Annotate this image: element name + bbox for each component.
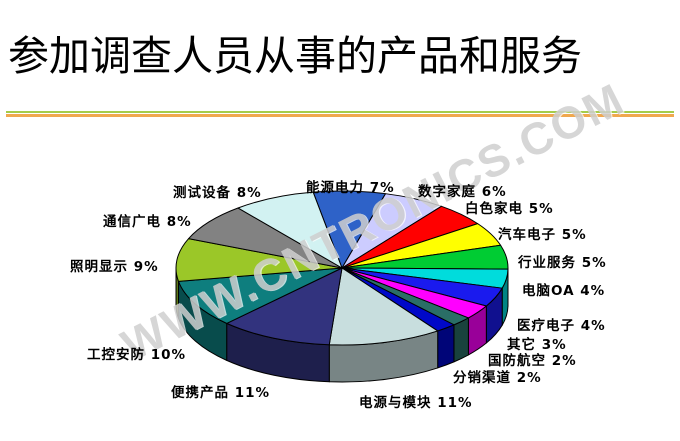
pie-label-通信广电: 通信广电 8% bbox=[103, 214, 192, 230]
pie-label-其它: 其它 3% bbox=[507, 337, 567, 353]
pie-label-医疗电子: 医疗电子 4% bbox=[517, 318, 606, 334]
pie-label-电脑OA: 电脑OA 4% bbox=[522, 283, 606, 299]
pie-label-分销渠道: 分销渠道 2% bbox=[453, 370, 542, 386]
chart-title: 参加调查人员从事的产品和服务 bbox=[8, 33, 582, 79]
pie-label-行业服务: 行业服务 5% bbox=[518, 255, 607, 271]
pie-slice-测试设备 bbox=[237, 191, 343, 269]
pie-label-照明显示: 照明显示 9% bbox=[70, 259, 159, 275]
pie-slice-照明显示 bbox=[175, 238, 343, 282]
pie-label-电源与模块: 电源与模块 11% bbox=[359, 395, 473, 411]
pie-label-国防航空: 国防航空 2% bbox=[488, 353, 577, 369]
pie-label-便携产品: 便携产品 11% bbox=[171, 385, 271, 401]
pie-label-工控安防: 工控安防 10% bbox=[87, 347, 187, 363]
pie-label-测试设备: 测试设备 8% bbox=[173, 185, 262, 201]
pie-slice-便携产品 bbox=[226, 267, 343, 346]
pie-slice-工控安防 bbox=[178, 267, 343, 324]
pie-label-能源电力: 能源电力 7% bbox=[306, 180, 395, 196]
pie-label-汽车电子: 汽车电子 5% bbox=[498, 227, 587, 243]
pie-label-数字家庭: 数字家庭 6% bbox=[418, 184, 507, 200]
pie-slice-电源与模块 bbox=[328, 267, 439, 346]
divider-line-green bbox=[6, 111, 674, 113]
divider-line-orange bbox=[6, 114, 674, 117]
pie-label-白色家电: 白色家电 5% bbox=[465, 201, 554, 217]
